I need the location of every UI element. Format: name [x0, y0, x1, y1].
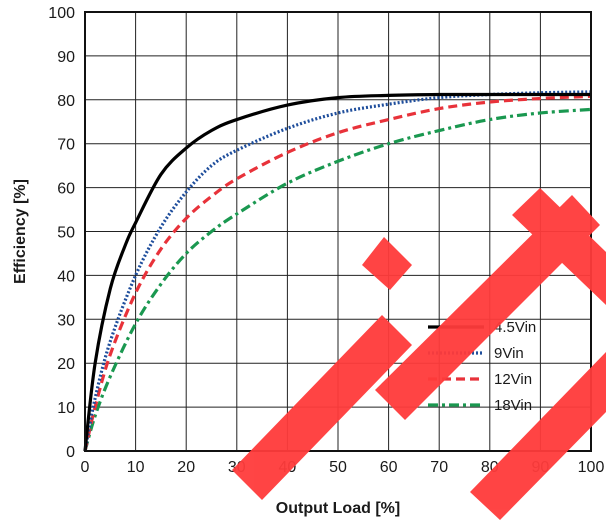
y-tick-label: 0	[66, 444, 75, 461]
watermark-stroke	[232, 315, 412, 500]
y-tick-label: 40	[57, 268, 75, 285]
chart-series	[83, 90, 592, 452]
x-tick-label: 10	[127, 459, 145, 476]
legend-label-9vin: 9Vin	[494, 345, 524, 362]
y-tick-label: 20	[57, 356, 75, 373]
y-axis-label: Efficiency [%]	[12, 179, 29, 284]
y-tick-label: 90	[57, 49, 75, 66]
legend-label-4.5vin: 4.5Vin	[494, 319, 536, 336]
x-tick-label: 0	[81, 459, 90, 476]
y-tick-label: 50	[57, 225, 75, 242]
watermark-logo	[232, 188, 606, 520]
series-line-4.5vin	[83, 92, 591, 452]
series-line-18vin	[83, 107, 592, 452]
watermark-stroke	[375, 195, 600, 420]
x-tick-label: 20	[177, 459, 195, 476]
y-tick-label: 70	[57, 137, 75, 154]
y-tick-label: 80	[57, 93, 75, 110]
x-axis-label: Output Load [%]	[276, 500, 400, 517]
y-tick-label: 30	[57, 312, 75, 329]
y-tick-label: 60	[57, 181, 75, 198]
legend-label-12vin: 12Vin	[494, 371, 532, 388]
x-tick-label: 70	[430, 459, 448, 476]
legend-label-18vin: 18Vin	[494, 397, 532, 414]
x-tick-label: 100	[578, 459, 605, 476]
watermark-stroke	[512, 188, 606, 305]
x-tick-label: 50	[329, 459, 347, 476]
watermark-stroke	[470, 352, 606, 520]
watermark-dot	[362, 237, 412, 290]
x-tick-label: 60	[380, 459, 398, 476]
series-line-12vin	[83, 94, 592, 452]
y-axis-ticks: 0 10 20 30 40 50 60 70 80 90 100	[48, 5, 75, 461]
y-tick-label: 10	[57, 400, 75, 417]
y-tick-label: 100	[48, 5, 75, 22]
